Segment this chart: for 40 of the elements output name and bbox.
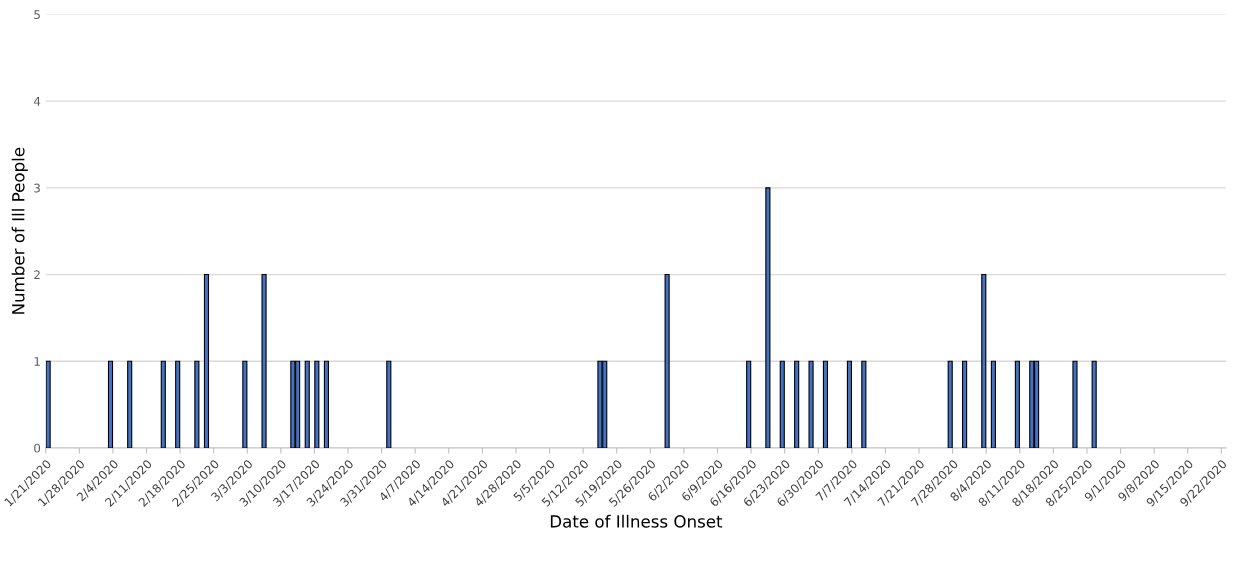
bar bbox=[1014, 360, 1020, 448]
bar bbox=[261, 273, 267, 448]
bar bbox=[386, 360, 392, 448]
bar bbox=[127, 360, 133, 448]
bar bbox=[765, 187, 771, 448]
bar bbox=[794, 360, 800, 448]
bar bbox=[779, 360, 785, 448]
bar bbox=[746, 360, 752, 448]
x-axis-title: Date of Illness Onset bbox=[550, 514, 723, 528]
bar bbox=[314, 360, 320, 448]
bar bbox=[822, 360, 829, 448]
bar bbox=[160, 360, 166, 448]
bar bbox=[45, 360, 51, 448]
y-axis-title: Number of Ill People bbox=[11, 147, 28, 314]
bar bbox=[846, 360, 853, 448]
y-tick-label: 1 bbox=[34, 357, 40, 366]
bar bbox=[1091, 360, 1097, 448]
bar bbox=[203, 273, 210, 448]
bar bbox=[194, 360, 200, 448]
bar bbox=[947, 360, 953, 448]
y-tick-label: 3 bbox=[34, 183, 40, 193]
bar bbox=[1072, 360, 1078, 448]
bar bbox=[107, 360, 114, 448]
bar bbox=[664, 273, 670, 448]
y-tick-label: 2 bbox=[34, 270, 40, 280]
bar bbox=[990, 360, 996, 448]
bar bbox=[323, 360, 330, 448]
y-tick-label: 0 bbox=[34, 443, 41, 453]
bar bbox=[242, 360, 248, 448]
bar bbox=[808, 360, 814, 448]
bar bbox=[597, 360, 603, 448]
bar bbox=[981, 273, 987, 448]
bar bbox=[962, 360, 968, 448]
bar bbox=[861, 360, 867, 448]
bar bbox=[1029, 360, 1035, 448]
y-tick-label: 5 bbox=[34, 10, 40, 20]
bar bbox=[304, 360, 310, 448]
bar bbox=[175, 360, 181, 448]
y-tick-label: 4 bbox=[33, 97, 41, 106]
bar bbox=[290, 360, 296, 448]
